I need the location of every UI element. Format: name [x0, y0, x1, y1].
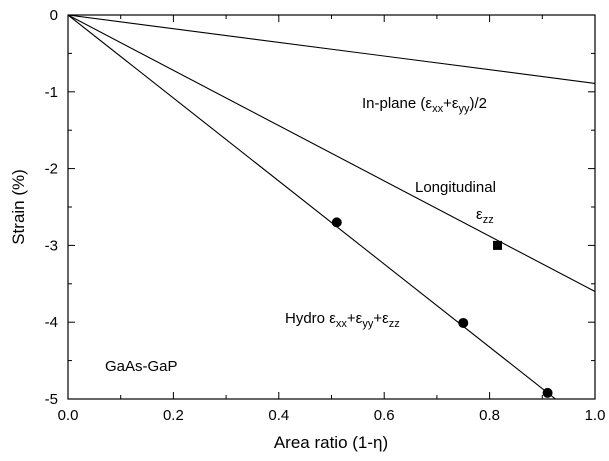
data-point-circle	[458, 317, 469, 328]
data-points	[331, 217, 553, 398]
x-tick-label: 0.0	[58, 407, 79, 424]
y-tick-label: 0	[50, 7, 58, 24]
series-lines	[68, 15, 595, 399]
annotation-hydro: Hydro εxx+εyy+εzz	[285, 310, 400, 330]
tick-labels: 0.0 0.2 0.4 0.6 0.8 1.0 0 -1 -2 -3 -4 -5	[45, 7, 606, 424]
y-tick-label: -3	[45, 237, 58, 254]
annotation-inplane: In-plane (εxx+εyy)/2	[362, 95, 487, 115]
data-point-circle	[331, 217, 342, 228]
x-tick-label: 0.8	[479, 407, 500, 424]
y-tick-label: -1	[45, 84, 58, 101]
annotation-material: GaAs-GaP	[105, 358, 178, 375]
y-tick-label: -5	[45, 391, 58, 408]
x-axis-title: Area ratio (1-η)	[274, 433, 388, 452]
x-tick-label: 1.0	[585, 407, 606, 424]
axis-ticks	[67, 14, 596, 400]
series-line-in-plane	[68, 15, 595, 84]
annotation-longitudinal: Longitudinal	[415, 179, 496, 196]
series-line-hydro	[68, 15, 556, 399]
x-tick-label: 0.4	[268, 407, 289, 424]
y-tick-label: -4	[45, 314, 58, 331]
series-line-longitudinal	[68, 15, 595, 292]
x-tick-label: 0.2	[163, 407, 184, 424]
y-tick-label: -2	[45, 161, 58, 178]
annotation-epsilon-zz: εzz	[476, 206, 494, 226]
x-tick-label: 0.6	[374, 407, 395, 424]
y-axis-title: Strain (%)	[9, 169, 28, 245]
data-point-square	[493, 240, 503, 250]
data-point-circle	[542, 387, 553, 398]
